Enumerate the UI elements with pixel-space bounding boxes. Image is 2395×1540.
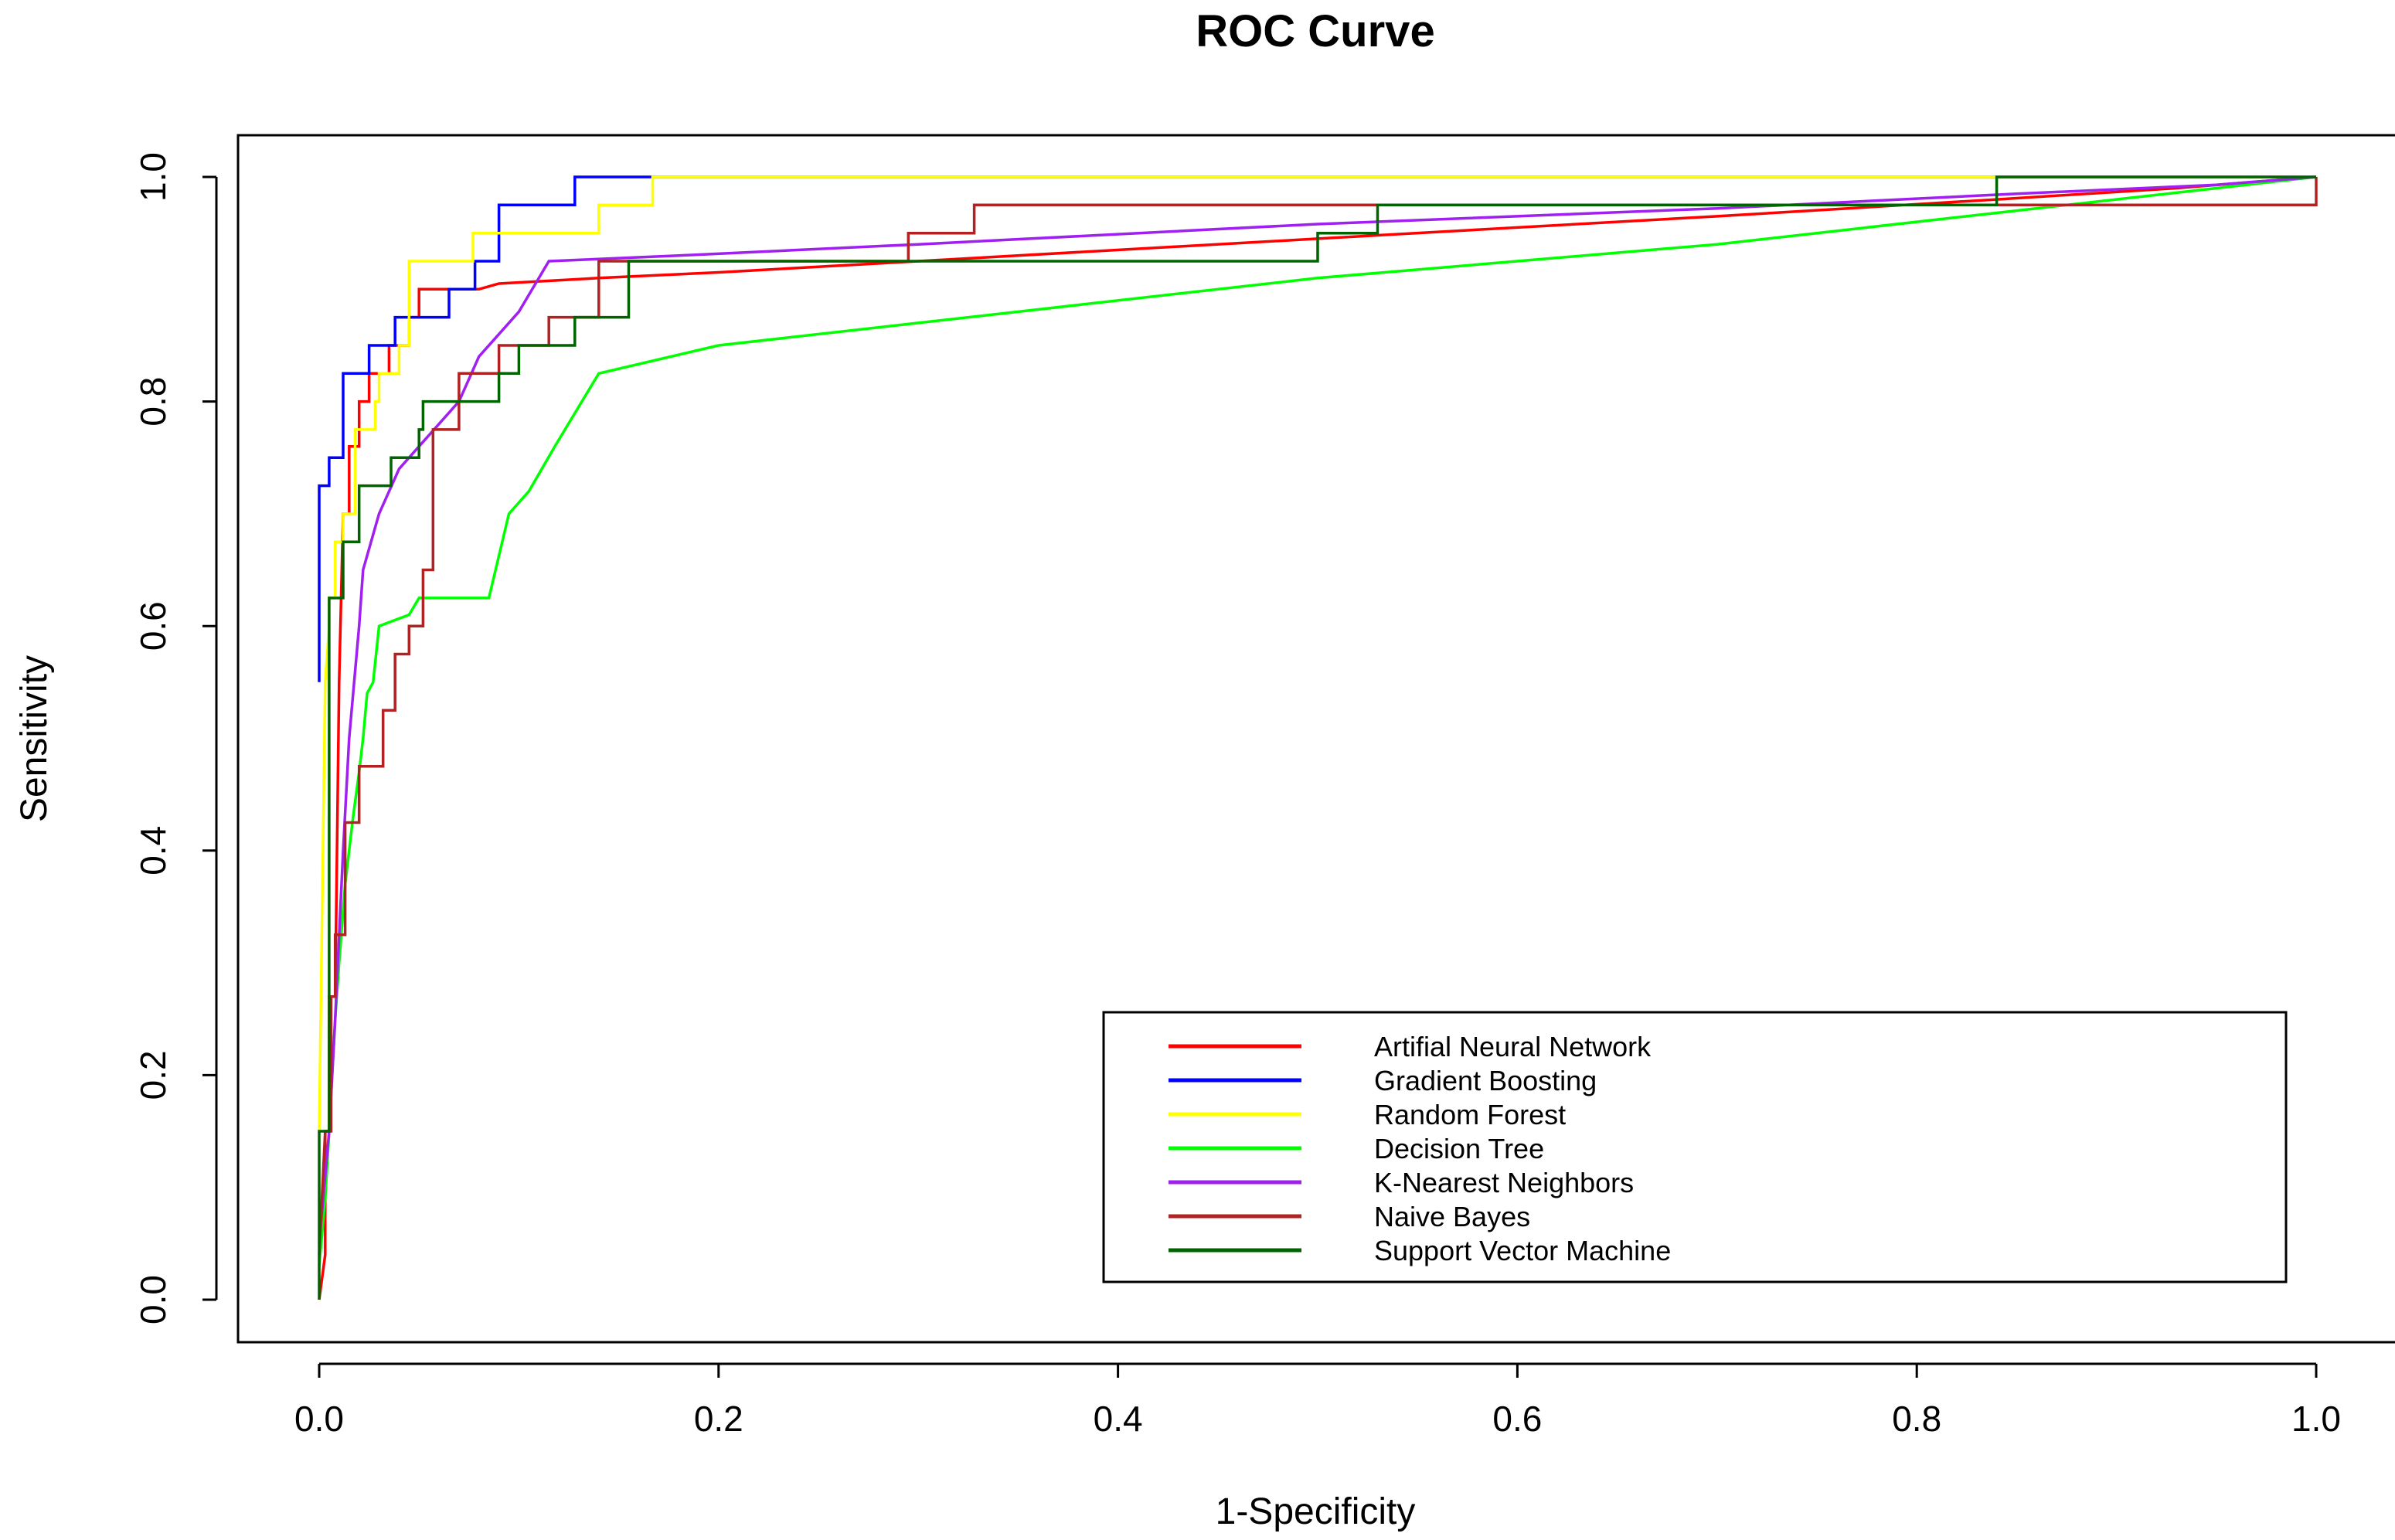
x-axis-label: 1-Specificity — [1216, 1491, 1416, 1532]
x-tick-label: 0.0 — [294, 1399, 344, 1439]
y-tick-label: 0.0 — [133, 1275, 173, 1324]
y-tick-label: 0.6 — [133, 601, 173, 651]
series-line-k-nearest-neighbors — [318, 175, 2317, 1244]
y-axis-label: Sensitivity — [14, 655, 55, 822]
y-tick-label: 1.0 — [133, 152, 173, 202]
x-tick-label: 1.0 — [2291, 1399, 2341, 1439]
y-tick-label: 0.2 — [133, 1050, 173, 1100]
series-layer — [318, 175, 2318, 1300]
plot-frame — [236, 134, 2395, 1344]
legend-label-naive-bayes: Naive Bayes — [1374, 1201, 1530, 1232]
x-tick-label: 0.6 — [1492, 1399, 1542, 1439]
series-line-gradient-boosting — [318, 175, 2316, 682]
x-axis: 0.0 0.2 0.4 0.6 0.8 1.0 — [294, 1362, 2341, 1439]
legend-label-support-vector-machine: Support Vector Machine — [1374, 1235, 1671, 1266]
x-tick-label: 0.4 — [1094, 1399, 1143, 1439]
x-tick-label: 0.8 — [1892, 1399, 1941, 1439]
y-tick-label: 0.4 — [133, 826, 173, 875]
series-line-support-vector-machine — [318, 175, 2316, 1300]
y-axis: 0.0 0.2 0.4 0.6 0.8 1.0 — [133, 152, 218, 1324]
legend-label-gradient-boosting: Gradient Boosting — [1374, 1065, 1597, 1096]
legend-label-random-forest: Random Forest — [1374, 1099, 1566, 1130]
legend-label-k-nearest-neighbors: K-Nearest Neighbors — [1374, 1167, 1634, 1198]
y-tick-label: 0.8 — [133, 377, 173, 427]
legend-label-artifial-neural-network: Artifial Neural Network — [1374, 1031, 1652, 1062]
chart-title: ROC Curve — [1196, 6, 1434, 56]
x-tick-label: 0.2 — [694, 1399, 743, 1439]
legend-label-decision-tree: Decision Tree — [1374, 1133, 1544, 1164]
